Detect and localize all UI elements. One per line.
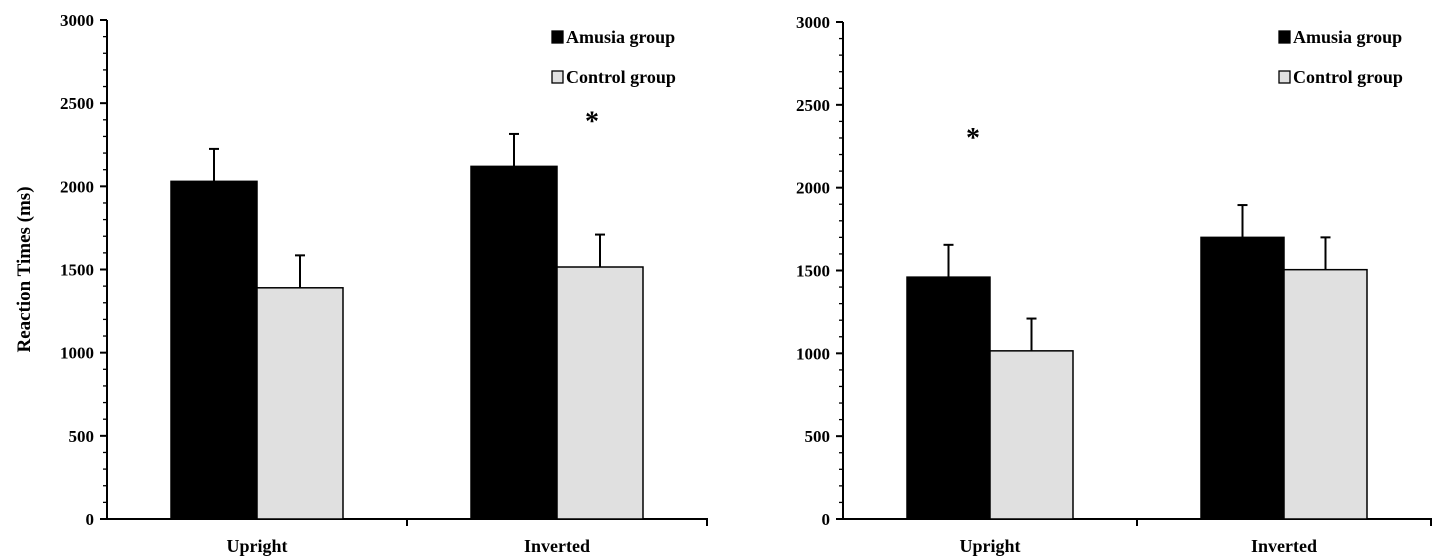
chart-panel-left: 0 500 1000 1500 2000 2500 3000 Reaction Times (… (14, 11, 708, 556)
bar (906, 276, 991, 520)
y-tick-label: 1500 (60, 261, 94, 280)
x-tick-label: Inverted (1251, 536, 1317, 556)
bar (256, 287, 344, 520)
legend-label: Amusia group (566, 27, 675, 47)
chart-panel-right: 0 500 1000 1500 2000 2500 3000 Upright Inverted *… (796, 13, 1432, 556)
x-tick-label: Upright (226, 536, 287, 556)
y-tick-label: 0 (86, 510, 95, 529)
legend-swatch (551, 70, 564, 84)
y-tick-label: 1000 (60, 344, 94, 363)
y-tick-label: 3000 (796, 13, 830, 32)
y-axis-label: Reaction Times (ms) (14, 186, 35, 352)
y-tick-label: 2500 (60, 94, 94, 113)
y-tick-label: 500 (69, 427, 95, 446)
legend-label: Control group (566, 67, 676, 87)
legend-swatch (1278, 70, 1291, 84)
legend-swatch (551, 30, 564, 44)
y-tick-label: 0 (822, 510, 831, 529)
y-tick-label: 3000 (60, 11, 94, 30)
y-tick-label: 1000 (796, 344, 830, 363)
bar (1200, 236, 1285, 520)
y-tick-label: 2000 (60, 177, 94, 196)
bar (556, 266, 644, 520)
legend-label: Amusia group (1293, 27, 1402, 47)
bar (989, 350, 1074, 520)
significance-marker: * (966, 123, 980, 154)
y-tick-label: 500 (805, 427, 831, 446)
significance-marker: * (585, 106, 599, 137)
bar (170, 180, 258, 520)
y-tick-label: 1500 (796, 262, 830, 281)
x-tick-label: Inverted (524, 536, 590, 556)
bar (1283, 268, 1368, 520)
y-tick-label: 2500 (796, 96, 830, 115)
y-tick-label: 2000 (796, 179, 830, 198)
bar (470, 165, 558, 520)
legend-swatch (1278, 30, 1291, 44)
x-tick-label: Upright (959, 536, 1020, 556)
legend-label: Control group (1293, 67, 1403, 87)
